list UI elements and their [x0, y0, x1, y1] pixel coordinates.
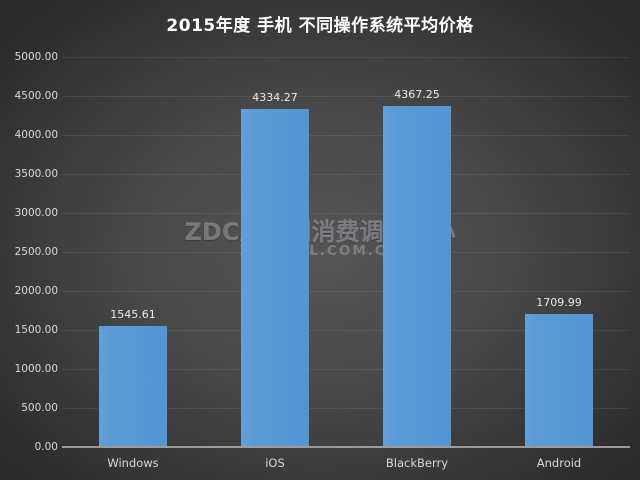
gridline [62, 408, 630, 409]
bar-value-label: 4334.27 [252, 90, 298, 104]
bar-value-label: 4367.25 [394, 88, 440, 102]
gridline [62, 174, 630, 175]
gridline [62, 213, 630, 214]
bar-ios [241, 108, 309, 446]
y-tick-label: 2500.00 [14, 246, 58, 258]
y-tick-label: 1500.00 [14, 324, 58, 336]
y-tick-label: 3500.00 [14, 168, 58, 180]
y-tick-label: 0.00 [34, 441, 58, 453]
x-tick-label-android: Android [536, 456, 582, 470]
gridline [62, 57, 630, 58]
bar-value-label: 1545.61 [110, 308, 156, 322]
y-tick-label: 4000.00 [14, 129, 58, 141]
chart-title: 2015年度 手机 不同操作系统平均价格 [166, 16, 474, 36]
x-tick-label-ios: iOS [265, 456, 285, 470]
gridline [62, 135, 630, 136]
bar-android [525, 313, 593, 446]
x-tick-label-blackberry: BlackBerry [385, 456, 449, 470]
bar-value-label: 1709.99 [536, 295, 582, 309]
gridline [62, 252, 630, 253]
x-axis-line [62, 446, 630, 448]
y-tick-label: 5000.00 [14, 51, 58, 63]
y-tick-label: 2000.00 [14, 285, 58, 297]
plot-area [62, 57, 630, 447]
bar-windows [99, 326, 167, 446]
y-tick-label: 500.00 [21, 402, 58, 414]
y-tick-label: 1000.00 [14, 363, 58, 375]
gridline [62, 330, 630, 331]
y-tick-label: 3000.00 [14, 207, 58, 219]
gridline [62, 291, 630, 292]
gridline [62, 96, 630, 97]
x-tick-label-windows: Windows [107, 456, 159, 470]
y-tick-label: 4500.00 [14, 90, 58, 102]
bar-blackberry [383, 106, 451, 446]
gridline [62, 369, 630, 370]
